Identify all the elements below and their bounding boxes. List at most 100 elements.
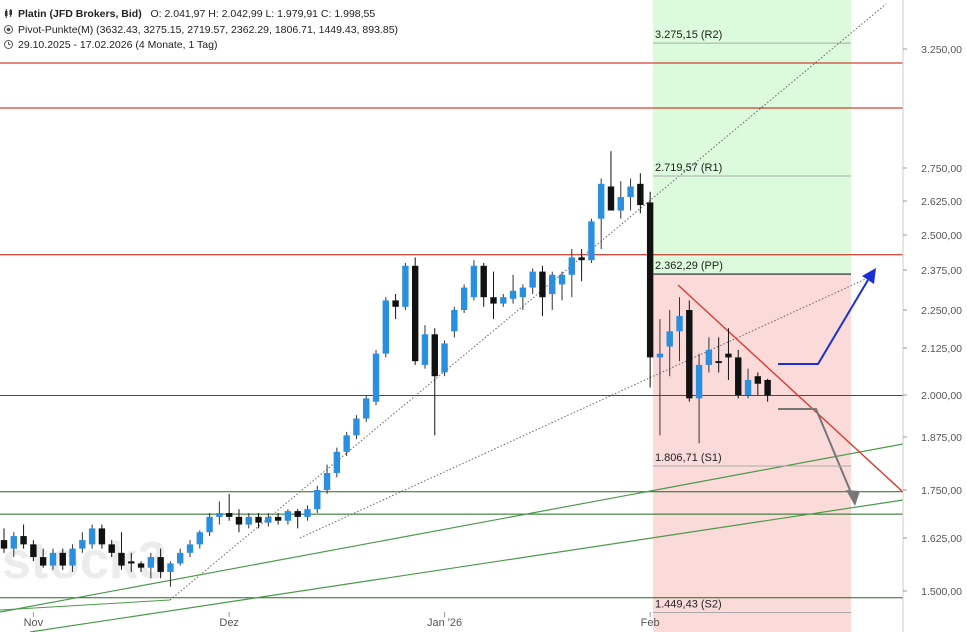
bullish-arrowhead [862, 268, 876, 284]
candle-body [186, 544, 194, 553]
candle-body [0, 540, 8, 549]
axis-tick-label: 2.125,00 [921, 343, 962, 355]
candle-body [744, 379, 752, 395]
axis-tick-label: 2.750,00 [921, 163, 962, 175]
candle-body [304, 509, 311, 517]
candle-body [705, 349, 713, 365]
candle-body [411, 265, 419, 362]
candle-body [480, 265, 487, 298]
candle-body [294, 511, 301, 517]
candle-body [88, 528, 96, 545]
pivot-indicator-label: Pivot-Punkte(M) (3632.43, 3275.15, 2719.… [18, 24, 399, 36]
axis-background [903, 0, 967, 632]
support-trendline-3 [0, 599, 171, 611]
indicator-header: Pivot-Punkte(M) (3632.43, 3275.15, 2719.… [4, 24, 398, 36]
candle-body [274, 516, 282, 521]
time-tick-label: Feb [641, 617, 660, 629]
candle-body [676, 316, 683, 332]
axis-tick-label: 3.250,00 [921, 44, 962, 56]
candle-body [177, 552, 184, 564]
candle-body [372, 353, 380, 402]
candle-body [314, 490, 321, 510]
candle-body [392, 300, 399, 307]
candle-body [568, 257, 576, 275]
candle-body [421, 334, 429, 365]
pivot-label-s2: 1.449,43 (S2) [655, 598, 722, 610]
candle-body [98, 528, 106, 545]
candle-body [265, 516, 272, 523]
pivot-label-r2: 3.275,15 (R2) [655, 29, 722, 41]
pivot-labels: 3.275,15 (R2) 2.719,57 (R1) 2.362,29 (PP) 1… [653, 29, 851, 613]
dotted-trendline-flat [299, 276, 871, 539]
support-trendline-1 [0, 443, 904, 613]
candle-body [578, 257, 585, 261]
candle-body [402, 265, 409, 307]
candle-body [735, 357, 742, 395]
candle-body [137, 563, 145, 568]
axis-tick-label: 1.500,00 [921, 586, 962, 598]
candle-body [666, 331, 673, 347]
candle-body [382, 300, 390, 354]
axis-tick-label: 1.875,00 [921, 432, 962, 444]
candle-body [558, 274, 566, 285]
candle-body [255, 516, 262, 523]
bearish-arrowhead [846, 490, 860, 506]
candle-body [460, 287, 468, 310]
pivot-zones [653, 0, 851, 632]
candle-body [470, 265, 478, 298]
pivot-label-r1: 2.719,57 (R1) [655, 162, 722, 174]
instrument-header: Platin (JFD Brokers, Bid) O: 2.041,97 H:… [4, 8, 375, 20]
pivot-label-pp: 2.362,29 (PP) [655, 260, 723, 272]
candle-body [69, 548, 76, 566]
candle-body [147, 557, 155, 568]
axis-tick-label: 2.250,00 [921, 305, 962, 317]
candle-body [323, 473, 331, 490]
candle-body [216, 513, 223, 517]
candle-body [284, 511, 292, 521]
candle-body [646, 202, 654, 358]
candle-body [39, 557, 47, 566]
candle-body [59, 552, 66, 566]
support-trendline-2 [29, 499, 904, 632]
time-axis: Nov Dez Jan '26 Feb [24, 612, 660, 629]
candle-body [656, 353, 664, 358]
candlesticks [0, 151, 771, 587]
candle-body [353, 418, 360, 436]
candle-body [764, 379, 771, 396]
candle-body [695, 364, 703, 399]
candle-body [509, 290, 517, 299]
candle-body [167, 563, 174, 572]
candle-body [431, 334, 438, 377]
downtrend-line [677, 284, 904, 493]
pivot-resistance-zone [653, 0, 851, 275]
candle-body [597, 183, 605, 219]
candle-body [519, 287, 527, 298]
candlestick-icon [5, 9, 12, 18]
price-axis: 1.500,00 1.625,00 1.750,00 1.875,00 2.000,00… [902, 0, 967, 632]
ohlc-values: O: 2.041,97 H: 2.042,99 L: 1.979,91 C: 1… [150, 8, 376, 20]
candle-body [627, 186, 634, 198]
axis-tick-label: 1.625,00 [921, 533, 962, 545]
visibility-icon[interactable] [4, 25, 13, 34]
candle-body [206, 516, 213, 533]
candle-body [363, 398, 370, 419]
candle-body [157, 557, 164, 572]
candle-body [343, 435, 350, 452]
candle-body [108, 544, 115, 553]
pivot-support-zone [653, 274, 851, 632]
candle-body [118, 552, 125, 566]
candle-body [529, 271, 536, 288]
date-range: 29.10.2025 - 17.02.2026 (4 Monate, 1 Tag… [18, 39, 218, 51]
candle-body [245, 516, 252, 525]
candle-body [20, 536, 27, 545]
candle-body [715, 361, 722, 364]
candle-body [128, 561, 135, 564]
axis-tick-label: 2.000,00 [921, 390, 962, 402]
history-icon [4, 40, 13, 49]
time-tick-label: Nov [24, 617, 44, 629]
candle-body [10, 536, 17, 549]
candle-body [235, 516, 243, 525]
candle-body [196, 532, 203, 545]
candle-body [607, 186, 615, 211]
